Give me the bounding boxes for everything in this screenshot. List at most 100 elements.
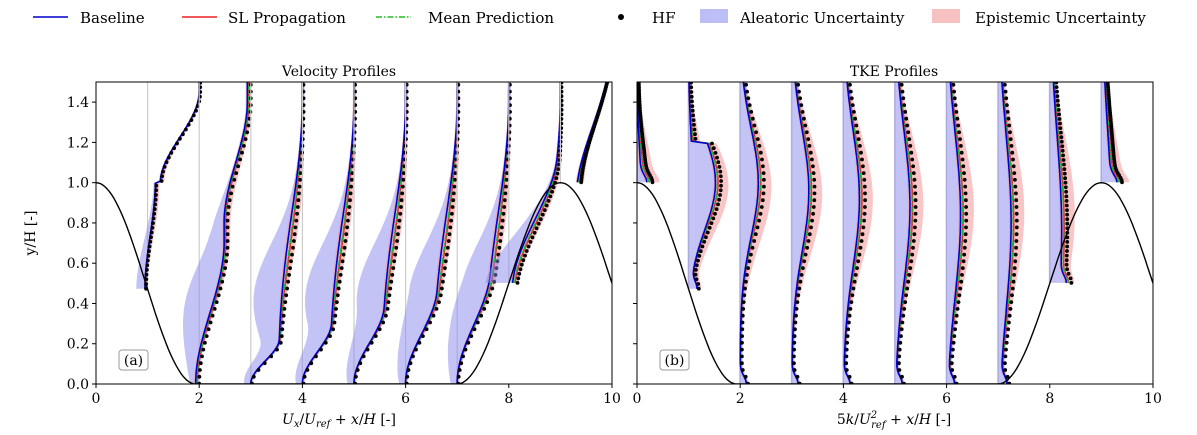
hf-point [707, 225, 712, 230]
hf-point [762, 177, 766, 182]
hf-point [388, 286, 393, 291]
hf-point [844, 361, 849, 366]
hf-point [275, 347, 279, 352]
hf-points-7 [1003, 82, 1019, 384]
hf-point [503, 191, 508, 196]
hf-point [500, 225, 504, 230]
hf-point [689, 82, 693, 85]
hf-point [849, 300, 854, 304]
hf-point [472, 327, 477, 332]
hf-point [145, 258, 150, 263]
hf-point [804, 130, 809, 135]
hf-point [336, 286, 341, 291]
hf-point [855, 266, 859, 270]
hf-point [903, 110, 908, 114]
hf-point [1013, 252, 1018, 257]
hf-point [691, 118, 696, 122]
hf-point [369, 340, 374, 345]
hf-point [145, 268, 149, 272]
hf-point [702, 239, 707, 244]
hf-point [508, 76, 512, 80]
hf-point [399, 198, 404, 203]
hf-point [147, 244, 152, 249]
legend-baseline-label: Baseline [80, 9, 145, 27]
hf-point [528, 240, 533, 244]
hf-point [208, 320, 213, 325]
mean-line-1 [144, 82, 200, 289]
baseline-line-7 [456, 82, 510, 384]
hf-point [399, 205, 403, 209]
hf-point [692, 122, 696, 127]
mean-line-7 [1001, 82, 1014, 384]
hf-point [1064, 253, 1069, 258]
hf-point [453, 177, 457, 182]
hf-point [1062, 167, 1067, 172]
hf-point [1013, 177, 1017, 182]
legend-hf-label: HF [652, 9, 676, 27]
hf-point [456, 374, 461, 379]
hf-point [698, 249, 703, 254]
hf-point [411, 354, 415, 359]
hf-point [760, 157, 764, 162]
hf-point [955, 307, 960, 311]
hf-points-2 [197, 82, 253, 384]
hf-point [234, 171, 239, 176]
hf-point [811, 205, 816, 209]
hf-point [693, 136, 698, 141]
hf-point [749, 110, 754, 114]
hf-point [861, 171, 866, 176]
hf-point [689, 85, 694, 90]
hf-point [900, 374, 904, 379]
hf-point [863, 205, 867, 209]
hf-point [225, 245, 230, 250]
hf-point [689, 94, 694, 99]
aleatoric-band-1 [687, 82, 719, 289]
hf-point [281, 313, 286, 318]
hf-point [1010, 150, 1015, 155]
hf-point [152, 207, 157, 212]
y-tick-label: 0.2 [67, 337, 89, 353]
hf-point [497, 245, 502, 250]
x-tick-label: 10 [603, 391, 621, 407]
hf-point [1004, 347, 1008, 352]
hf-point [210, 313, 215, 318]
hf-point [845, 340, 849, 345]
hf-point [530, 235, 535, 240]
hf-point [144, 272, 149, 277]
hf-point [198, 76, 202, 80]
hf-point [847, 313, 852, 318]
hf-point [795, 300, 800, 304]
hf-point [959, 279, 964, 284]
hf-point [152, 211, 157, 216]
hf-point [145, 263, 150, 268]
aleatoric-band-1 [136, 82, 202, 289]
svg-text:(b): (b) [665, 353, 685, 369]
hf-point [741, 300, 746, 304]
station-0 [637, 76, 660, 185]
hf-point [802, 116, 806, 121]
hf-point [696, 258, 700, 263]
tke-panel-tag: (b) [659, 349, 690, 371]
hf-point [229, 191, 234, 196]
hf-point [858, 144, 862, 148]
hf-point [964, 205, 968, 209]
hf-point [146, 254, 151, 258]
baseline-line-6 [404, 82, 458, 384]
hf-point [154, 193, 158, 197]
y-tick-label: 0.8 [67, 216, 89, 232]
hf-point [852, 110, 856, 114]
hf-point [482, 307, 487, 311]
hf-point [856, 259, 861, 264]
hf-point [1003, 368, 1008, 372]
hf-point [154, 183, 159, 188]
hf-point [743, 286, 747, 291]
hf-point [405, 374, 410, 379]
hf-point [951, 82, 956, 87]
hf-point [172, 146, 177, 151]
hf-point [637, 76, 641, 80]
hf-point [964, 225, 968, 230]
hf-point [1065, 221, 1070, 226]
hf-point [798, 96, 802, 101]
hf-point [761, 171, 766, 176]
hf-point [963, 239, 968, 243]
